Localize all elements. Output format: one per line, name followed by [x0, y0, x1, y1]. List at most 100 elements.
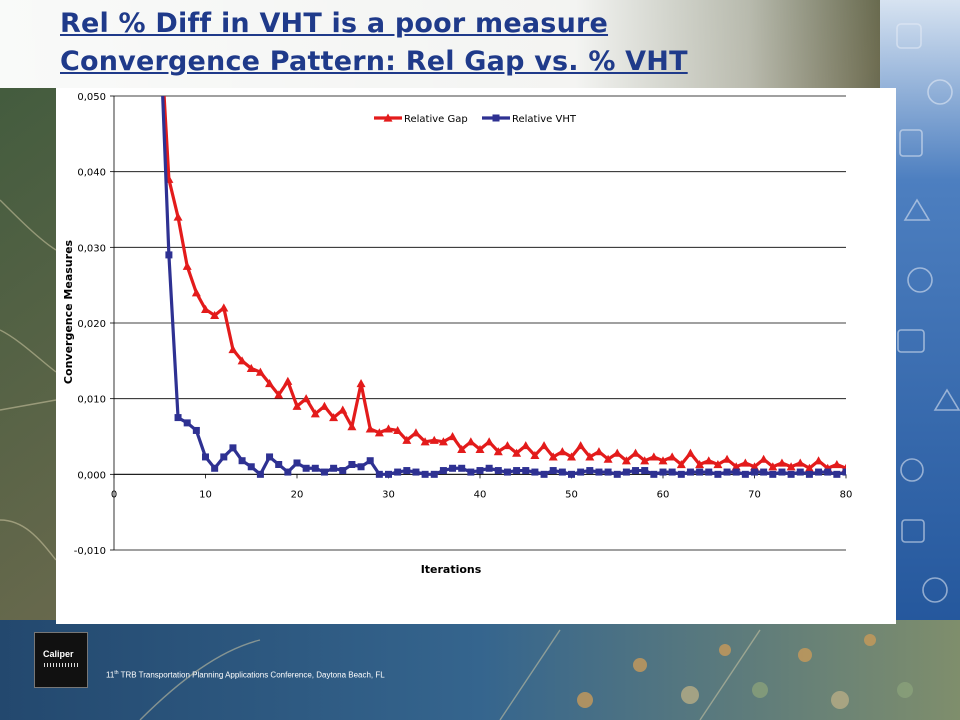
- logo-barcode: [44, 663, 78, 667]
- data-point-relative-vht: [192, 426, 200, 434]
- data-point-relative-vht: [549, 467, 557, 475]
- data-point-relative-vht: [604, 468, 612, 476]
- data-point-relative-gap: [338, 405, 348, 414]
- data-point-relative-gap: [347, 422, 357, 431]
- data-point-relative-gap: [722, 454, 732, 463]
- data-point-relative-gap: [255, 367, 265, 376]
- data-point-relative-vht: [394, 468, 402, 476]
- data-point-relative-gap: [374, 428, 384, 437]
- data-point-relative-vht: [494, 467, 502, 475]
- data-point-relative-gap: [539, 441, 549, 450]
- x-axis-label: Iterations: [421, 563, 482, 576]
- data-point-relative-gap: [740, 458, 750, 467]
- data-point-relative-vht: [403, 467, 411, 475]
- data-point-relative-gap: [228, 344, 238, 354]
- data-point-relative-vht: [824, 468, 832, 476]
- data-point-relative-vht: [366, 457, 374, 465]
- data-point-relative-gap: [786, 462, 796, 471]
- data-point-relative-gap: [731, 462, 741, 471]
- data-point-relative-gap: [557, 447, 567, 456]
- data-point-relative-gap: [329, 413, 339, 422]
- data-point-relative-gap: [685, 448, 695, 457]
- data-point-relative-gap: [429, 435, 439, 444]
- data-point-relative-vht: [174, 414, 182, 422]
- data-point-relative-gap: [182, 261, 192, 270]
- slide-title-line-2: Convergence Pattern: Rel Gap vs. % VHT: [60, 46, 688, 77]
- data-point-relative-vht: [613, 470, 621, 478]
- data-point-relative-gap: [219, 303, 229, 312]
- data-point-relative-vht: [467, 468, 475, 476]
- x-tick-label: 60: [657, 489, 670, 500]
- data-point-relative-gap: [448, 432, 458, 441]
- data-point-relative-vht: [686, 468, 694, 476]
- data-point-relative-gap: [393, 425, 403, 435]
- data-point-relative-gap: [402, 435, 412, 444]
- data-point-relative-gap: [356, 379, 366, 388]
- x-tick-label: 30: [382, 489, 395, 500]
- data-point-relative-vht: [320, 468, 328, 476]
- data-point-relative-gap: [795, 458, 805, 467]
- data-point-relative-gap: [750, 462, 759, 471]
- data-point-relative-vht: [202, 453, 209, 461]
- series-line-relative-vht: [161, 96, 846, 476]
- logo-text: Caliper: [43, 649, 74, 659]
- data-point-relative-vht: [577, 468, 585, 476]
- data-point-relative-gap: [237, 356, 247, 365]
- y-tick-label: -0,010: [74, 546, 106, 557]
- data-point-relative-vht: [293, 459, 301, 467]
- data-point-relative-gap: [283, 376, 293, 385]
- data-point-relative-vht: [220, 453, 228, 461]
- x-tick-label: 50: [565, 489, 578, 500]
- data-point-relative-gap: [512, 448, 522, 457]
- footer-text: 11th TRB Transportation Planning Applica…: [106, 670, 385, 680]
- data-point-relative-gap: [274, 390, 284, 399]
- data-point-relative-gap: [594, 447, 604, 456]
- y-tick-label: 0,000: [77, 470, 106, 481]
- title-band: [0, 0, 960, 88]
- data-point-relative-vht: [778, 468, 786, 476]
- data-point-relative-gap: [411, 428, 421, 437]
- data-point-relative-vht: [266, 453, 274, 461]
- data-point-relative-vht: [641, 467, 649, 475]
- data-point-relative-gap: [484, 437, 494, 446]
- data-point-relative-vht: [522, 467, 530, 475]
- data-point-relative-vht: [330, 464, 338, 472]
- data-point-relative-vht: [302, 464, 310, 472]
- data-point-relative-gap: [603, 454, 613, 463]
- data-point-relative-vht: [668, 468, 676, 476]
- data-point-relative-gap: [585, 452, 595, 461]
- data-point-relative-vht: [842, 468, 846, 476]
- footer-ordinal: 11: [106, 670, 115, 680]
- chart-panel: -0,010 0,000 0,010 0,020 0,030 0,040 0,050 0 10…: [56, 88, 896, 624]
- data-point-relative-vht: [430, 470, 438, 478]
- data-point-relative-vht: [696, 468, 704, 476]
- legend-marker-relative-vht: [492, 114, 500, 122]
- data-point-relative-vht: [815, 468, 823, 476]
- legend: Relative Gap Relative VHT: [374, 113, 577, 125]
- plot-area: [161, 96, 846, 478]
- data-point-relative-vht: [805, 470, 813, 478]
- data-point-relative-gap: [759, 454, 769, 463]
- data-point-relative-vht: [439, 467, 447, 475]
- data-point-relative-vht: [540, 470, 548, 478]
- legend-label-relative-gap: Relative Gap: [404, 114, 468, 125]
- data-point-relative-gap: [612, 448, 622, 457]
- data-point-relative-gap: [466, 437, 476, 446]
- data-point-relative-vht: [732, 468, 740, 476]
- data-point-relative-vht: [503, 468, 511, 476]
- series-relative-gap: [162, 96, 846, 472]
- data-point-relative-vht: [650, 470, 658, 478]
- data-point-relative-vht: [238, 457, 246, 465]
- data-point-relative-vht: [211, 464, 219, 472]
- data-point-relative-gap: [567, 452, 576, 461]
- data-point-relative-gap: [768, 462, 778, 471]
- y-tick-label: 0,010: [77, 395, 106, 406]
- data-point-relative-vht: [659, 468, 667, 476]
- data-point-relative-gap: [521, 441, 531, 450]
- gridlines: [114, 95, 846, 551]
- slide-title-line-1: Rel % Diff in VHT is a poor measure: [60, 8, 609, 39]
- data-point-relative-vht: [275, 460, 283, 468]
- data-point-relative-vht: [311, 464, 319, 472]
- convergence-chart: -0,010 0,000 0,010 0,020 0,030 0,040 0,050 0 10…: [62, 92, 852, 576]
- data-point-relative-gap: [493, 447, 503, 456]
